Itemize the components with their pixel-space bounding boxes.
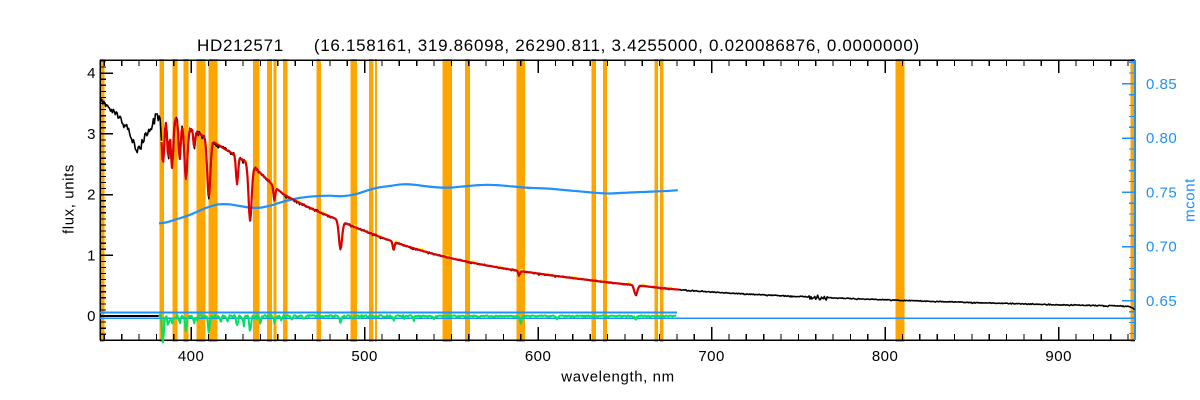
masked-band xyxy=(316,59,321,342)
masked-band xyxy=(350,59,357,342)
wavelength-axis-label: wavelength, nm xyxy=(561,368,675,386)
x-tick-label: 400 xyxy=(178,348,205,365)
masked-band xyxy=(369,59,374,342)
masked-band xyxy=(208,59,218,342)
masked-band xyxy=(374,59,378,342)
masked-band xyxy=(464,59,471,342)
flux-tick-label: 1 xyxy=(87,247,96,264)
masked-band xyxy=(659,59,664,342)
fit-parameters: (16.158161, 319.86098, 26290.811, 3.4255… xyxy=(313,36,920,55)
mcont-tick-label: 0.70 xyxy=(1146,239,1177,256)
masked-band xyxy=(267,59,272,342)
x-tick-label: 900 xyxy=(1045,348,1072,365)
flux-tick-label: 3 xyxy=(87,126,96,143)
masked-band xyxy=(196,59,206,342)
star-name: HD212571 xyxy=(197,36,284,55)
flux-tick-label: 4 xyxy=(87,65,96,82)
x-tick-label: 800 xyxy=(872,348,899,365)
masked-band xyxy=(602,59,608,342)
mcont-tick-label: 0.75 xyxy=(1146,184,1177,201)
x-tick-label: 500 xyxy=(351,348,378,365)
mcont-curve-line xyxy=(158,183,678,225)
model-fit-line xyxy=(160,118,679,296)
flux-tick-label: 0 xyxy=(87,308,96,325)
masked-band xyxy=(516,59,526,342)
masked-bands-group xyxy=(100,59,1135,342)
plot-title: HD212571 (16.158161, 319.86098, 26290.811… xyxy=(197,36,920,56)
masked-band xyxy=(1130,59,1135,342)
masked-band xyxy=(159,59,164,342)
axis-frame xyxy=(99,59,1136,341)
tick-labels: 400 500 600 700 800 900 0 1 2 3 4 0.65 0.70 0.75 0.80 0… xyxy=(87,65,1177,365)
x-tick-label: 700 xyxy=(698,348,725,365)
masked-band xyxy=(654,59,658,342)
mcont-tick-label: 0.65 xyxy=(1146,293,1177,310)
masked-band xyxy=(895,59,905,342)
masked-band xyxy=(253,59,260,342)
masked-band xyxy=(591,59,596,342)
masked-band xyxy=(172,59,178,342)
residual-curve-line xyxy=(158,313,677,344)
mcont-tick-label: 0.85 xyxy=(1146,76,1177,93)
x-tick-label: 600 xyxy=(525,348,552,365)
masked-band xyxy=(183,59,189,342)
mcont-tick-label: 0.80 xyxy=(1146,130,1177,147)
tick-marks xyxy=(100,60,1135,340)
model-fit-underlay-line xyxy=(160,116,679,295)
flux-tick-label: 2 xyxy=(87,187,96,204)
masked-band xyxy=(442,59,453,342)
